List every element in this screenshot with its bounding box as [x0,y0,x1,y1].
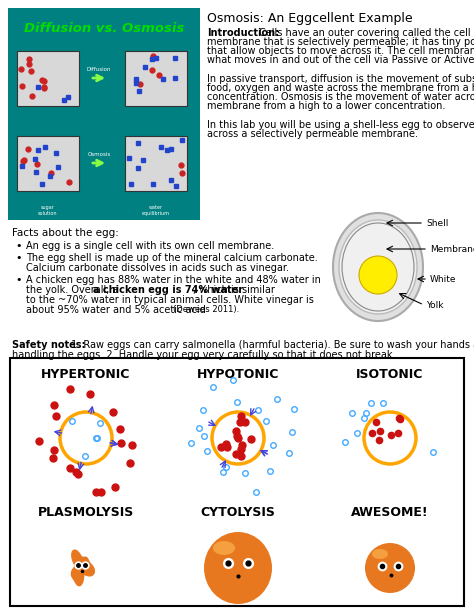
Text: HYPERTONIC: HYPERTONIC [41,368,131,381]
Bar [125,135,187,191]
Text: Osmosis: An Eggcellent Example: Osmosis: An Eggcellent Example [207,12,413,25]
Text: Diffusion vs. Osmosis: Diffusion vs. Osmosis [24,22,184,35]
Bar [10,358,464,606]
Text: A chicken egg has 88% water in the white and 48% water in: A chicken egg has 88% water in the white… [26,275,321,285]
Text: •: • [15,241,21,251]
Text: White: White [430,275,456,283]
Text: •: • [15,253,21,263]
Ellipse shape [333,213,423,321]
Bar [17,135,79,191]
Ellipse shape [372,549,388,559]
Text: Diffusion: Diffusion [87,67,111,72]
Text: food, oxygen and waste across the membrane from a high to a lower: food, oxygen and waste across the membra… [207,83,474,93]
Text: the yolk. Overall, a: the yolk. Overall, a [26,285,122,295]
Text: In this lab you will be using a shell-less egg to observe osmosis: In this lab you will be using a shell-le… [207,120,474,130]
Text: that allow objects to move across it. The cell membrane controls: that allow objects to move across it. Th… [207,46,474,56]
Text: The egg shell is made up of the mineral calcium carbonate.: The egg shell is made up of the mineral … [26,253,318,263]
Text: HYPOTONIC: HYPOTONIC [197,368,279,381]
Ellipse shape [359,256,397,294]
Text: concentration. Osmosis is the movement of water across the: concentration. Osmosis is the movement o… [207,92,474,102]
Text: Safety notes:: Safety notes: [12,340,85,350]
Text: a chicken egg is 74% water: a chicken egg is 74% water [93,285,243,295]
Text: 1. Raw eggs can carry salmonella (harmful bacteria). Be sure to wash your hands : 1. Raw eggs can carry salmonella (harmfu… [68,340,474,350]
Ellipse shape [339,220,417,314]
Text: Shell: Shell [426,218,448,227]
Text: An egg is a single cell with its own cell membrane.: An egg is a single cell with its own cel… [26,241,274,251]
Text: Calcium carbonate dissolves in acids such as vinegar.: Calcium carbonate dissolves in acids suc… [26,263,289,273]
Text: what moves in and out of the cell via Passive or Active Transport.: what moves in and out of the cell via Pa… [207,55,474,65]
Text: •: • [15,275,21,285]
Text: Facts about the egg:: Facts about the egg: [12,228,119,238]
Text: In passive transport, diffusion is the movement of substances like: In passive transport, diffusion is the m… [207,74,474,84]
Ellipse shape [213,541,235,555]
Text: Yolk: Yolk [426,300,444,310]
Text: water
equilibrium: water equilibrium [142,205,170,216]
Text: , which is similar: , which is similar [193,285,275,295]
Text: to the ~70% water in typical animal cells. White vinegar is: to the ~70% water in typical animal cell… [26,295,314,305]
Text: CYTOLYSIS: CYTOLYSIS [201,506,275,519]
Text: Osmosis: Osmosis [87,152,110,157]
Text: Membrane: Membrane [430,245,474,254]
Text: Cells have an outer covering called the cell: Cells have an outer covering called the … [259,28,471,38]
Bar [17,50,79,105]
Text: AWESOME!: AWESOME! [351,506,429,519]
Bar [125,50,187,105]
Ellipse shape [204,532,272,604]
Text: PLASMOLYSIS: PLASMOLYSIS [38,506,134,519]
Text: sugar
solution: sugar solution [38,205,58,216]
Text: across a selectively permeable membrane.: across a selectively permeable membrane. [207,129,418,139]
Bar [8,8,200,220]
Polygon shape [72,550,94,585]
Text: ISOTONIC: ISOTONIC [356,368,424,381]
Text: handling the eggs. 2. Handle your egg very carefully so that it does not break.: handling the eggs. 2. Handle your egg ve… [12,350,395,360]
Text: (Dewees 2011).: (Dewees 2011). [173,305,239,314]
Ellipse shape [365,543,415,593]
Text: about 95% water and 5% acetic acid: about 95% water and 5% acetic acid [26,305,209,315]
Text: Introduction:: Introduction: [207,28,279,38]
Text: membrane from a high to a lower concentration.: membrane from a high to a lower concentr… [207,101,446,111]
Text: membrane that is selectively permeable; it has tiny pores or holes: membrane that is selectively permeable; … [207,37,474,47]
